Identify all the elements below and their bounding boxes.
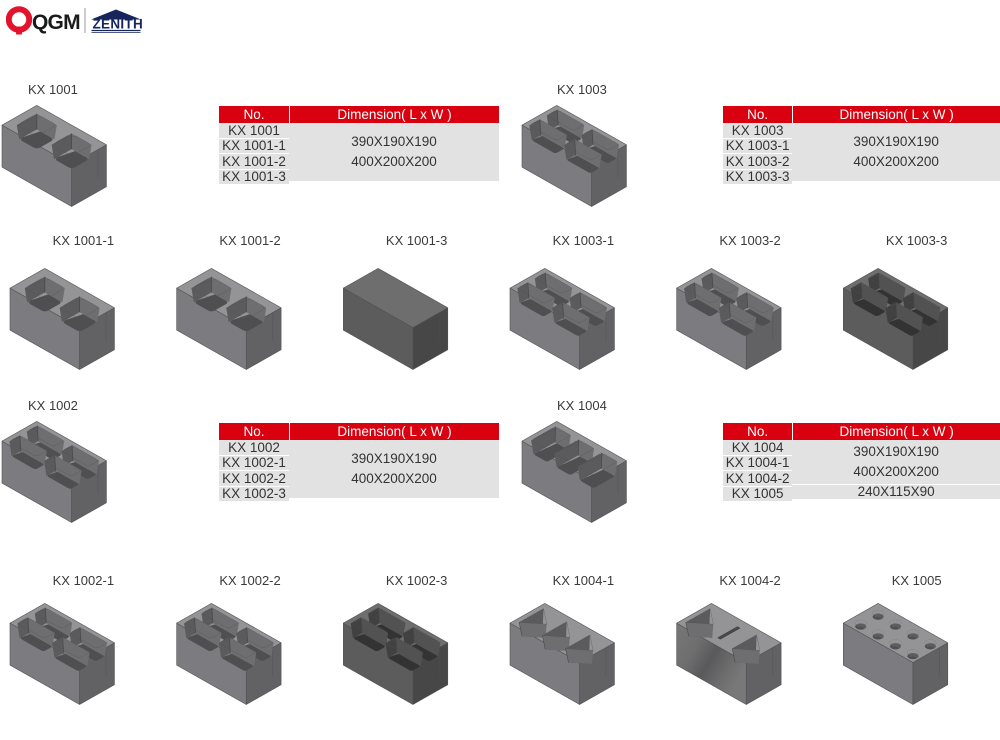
svg-text:ZENITH: ZENITH [93,17,144,32]
svg-text:QGM: QGM [32,11,80,34]
